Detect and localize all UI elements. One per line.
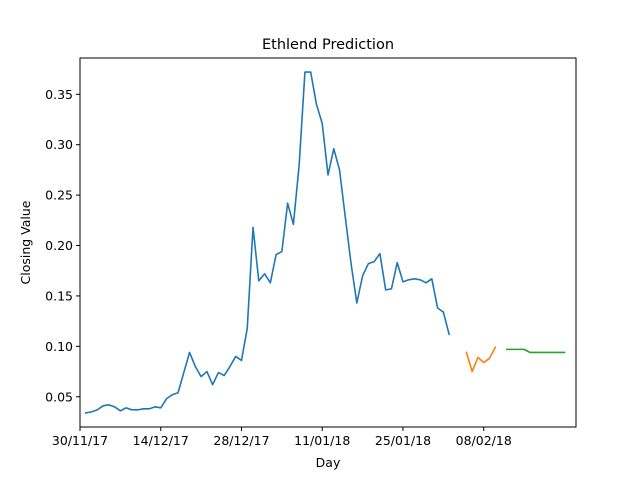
series-line-2 [465,346,497,373]
series-line-3 [505,348,566,354]
x-tick-label: 28/12/17 [213,433,269,448]
y-axis: 0.05 0.10 0.15 0.20 0.25 0.30 0.35 [45,87,80,404]
y-tick-label: 0.25 [45,188,73,203]
x-tick-label: 11/01/18 [294,433,350,448]
x-tick-label: 14/12/17 [133,433,189,448]
chart-title: Ethlend Prediction [262,37,394,53]
y-tick-label: 0.30 [45,137,73,152]
y-axis-label: Closing Value [18,200,33,284]
y-tick-label: 0.20 [45,238,73,253]
series-line-1 [84,71,451,414]
plot-frame [79,57,577,428]
series-layer [84,71,566,414]
x-tick-label: 25/01/18 [375,433,431,448]
y-tick-label: 0.15 [45,288,73,303]
y-tick-label: 0.05 [45,389,73,404]
x-axis-label: Day [316,455,341,470]
y-tick-label: 0.35 [45,87,73,102]
x-tick-label: 30/11/17 [52,433,108,448]
x-axis: 30/11/17 14/12/17 28/12/17 11/01/18 25/01/18… [52,427,512,448]
x-tick-label: 08/02/18 [456,433,512,448]
y-tick-label: 0.10 [45,339,73,354]
